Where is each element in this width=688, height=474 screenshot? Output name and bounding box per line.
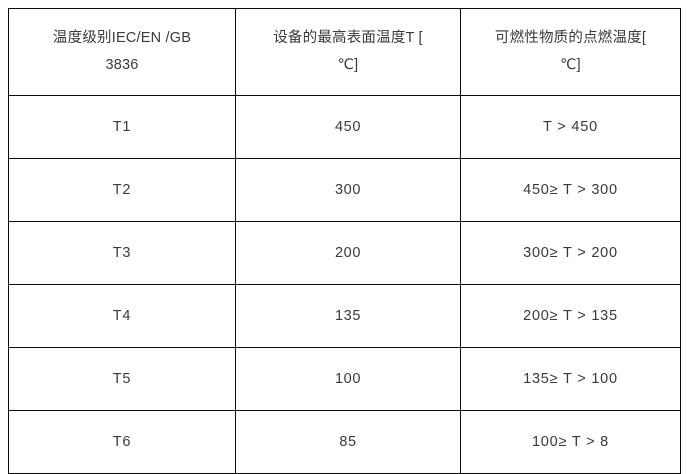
- page-root: 温度级别IEC/EN /GB 3836 设备的最高表面温度T [ ℃] 可燃性物…: [8, 8, 681, 474]
- table-row: T4 135 200≥ T > 135: [8, 284, 681, 348]
- column-header-ignition-temperature: 可燃性物质的点燃温度[ ℃]: [460, 8, 681, 96]
- temperature-class-table: 温度级别IEC/EN /GB 3836 设备的最高表面温度T [ ℃] 可燃性物…: [8, 8, 681, 474]
- cell-max-surface-temperature: 85: [235, 410, 461, 474]
- column-header-temperature-class-line1: 温度级别IEC/EN /GB: [52, 30, 192, 47]
- cell-ignition-temperature: 200≥ T > 135: [460, 284, 681, 348]
- cell-ignition-temperature: 100≥ T > 8: [460, 410, 681, 474]
- column-header-ignition-temperature-line1: 可燃性物质的点燃温度[: [494, 30, 647, 47]
- cell-max-surface-temperature: 100: [235, 347, 461, 411]
- table-row: T2 300 450≥ T > 300: [8, 158, 681, 222]
- cell-ignition-temperature: 300≥ T > 200: [460, 221, 681, 285]
- cell-max-surface-temperature: 450: [235, 95, 461, 159]
- table-row: T6 85 100≥ T > 8: [8, 410, 681, 474]
- column-header-max-surface-temperature-line1: 设备的最高表面温度T [: [273, 30, 423, 47]
- column-header-temperature-class: 温度级别IEC/EN /GB 3836: [8, 8, 236, 96]
- cell-temperature-class: T6: [8, 410, 236, 474]
- cell-ignition-temperature: 135≥ T > 100: [460, 347, 681, 411]
- table-row: T1 450 T > 450: [8, 95, 681, 159]
- cell-temperature-class: T5: [8, 347, 236, 411]
- cell-max-surface-temperature: 300: [235, 158, 461, 222]
- cell-ignition-temperature: 450≥ T > 300: [460, 158, 681, 222]
- cell-temperature-class: T4: [8, 284, 236, 348]
- cell-ignition-temperature: T > 450: [460, 95, 681, 159]
- table-row: T3 200 300≥ T > 200: [8, 221, 681, 285]
- cell-temperature-class: T1: [8, 95, 236, 159]
- cell-temperature-class: T3: [8, 221, 236, 285]
- cell-max-surface-temperature: 135: [235, 284, 461, 348]
- column-header-max-surface-temperature: 设备的最高表面温度T [ ℃]: [235, 8, 461, 96]
- column-header-ignition-temperature-line2: ℃]: [560, 57, 581, 73]
- table-body: T1 450 T > 450 T2 300 450≥ T > 300 T3 20…: [8, 95, 681, 474]
- table-header: 温度级别IEC/EN /GB 3836 设备的最高表面温度T [ ℃] 可燃性物…: [8, 8, 681, 96]
- column-header-max-surface-temperature-line2: ℃]: [337, 57, 359, 73]
- table-row: T5 100 135≥ T > 100: [8, 347, 681, 411]
- cell-temperature-class: T2: [8, 158, 236, 222]
- cell-max-surface-temperature: 200: [235, 221, 461, 285]
- table-header-row: 温度级别IEC/EN /GB 3836 设备的最高表面温度T [ ℃] 可燃性物…: [8, 8, 681, 96]
- column-header-temperature-class-line2: 3836: [105, 57, 139, 73]
